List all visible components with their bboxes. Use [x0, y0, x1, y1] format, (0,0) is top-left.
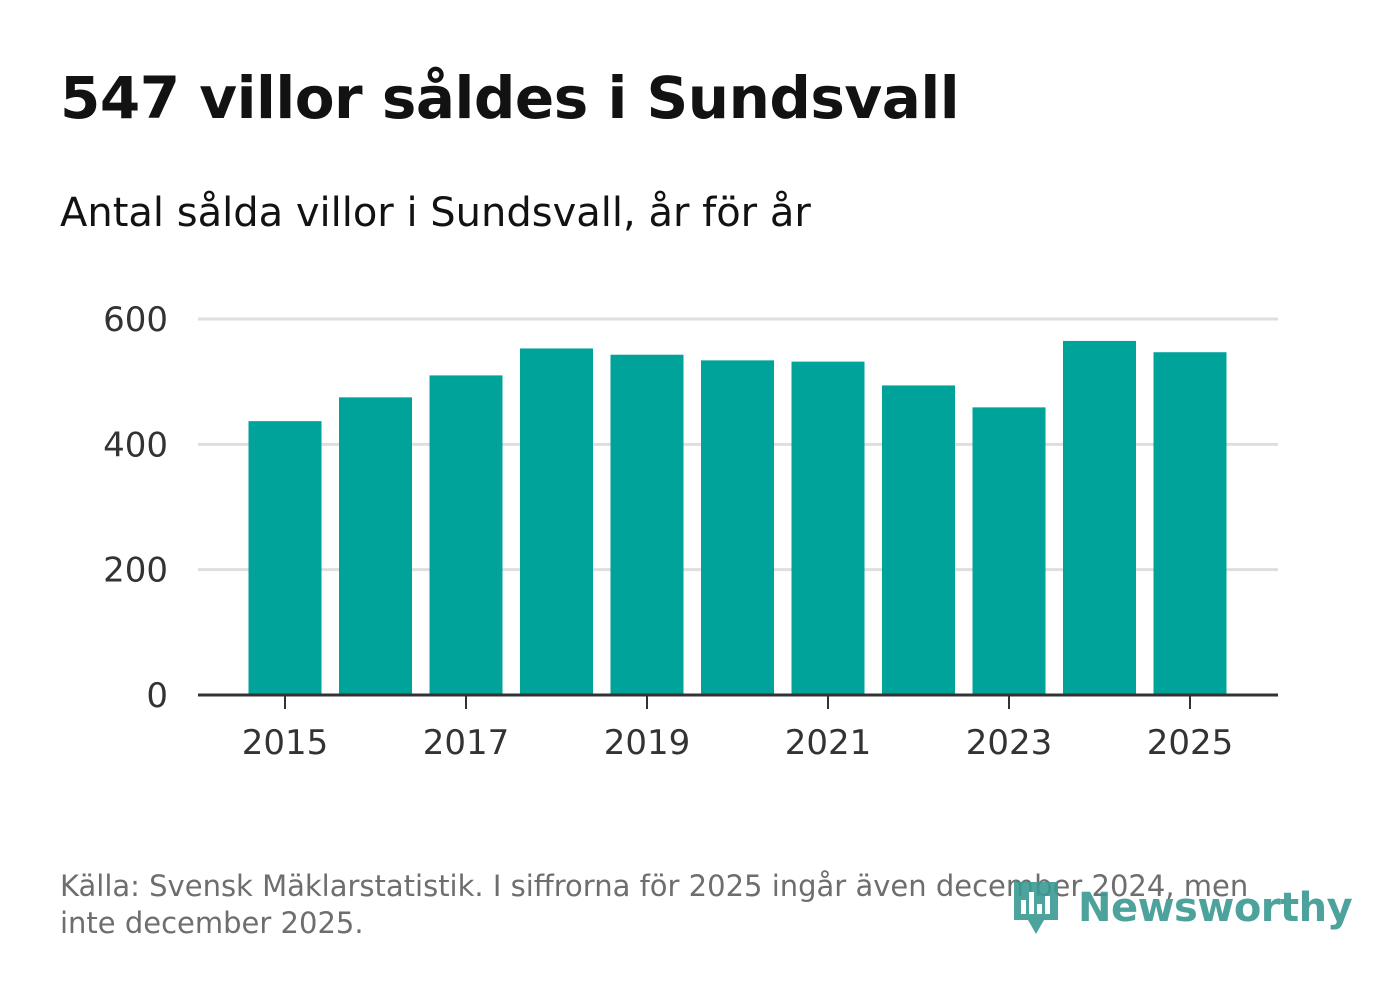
x-tick-label-2019: 2019 — [604, 723, 691, 763]
y-tick-label-400: 400 — [103, 425, 168, 465]
bar-2018 — [520, 348, 593, 695]
x-tick-label-2017: 2017 — [423, 723, 510, 763]
chart-title: 547 villor såldes i Sundsvall — [60, 64, 960, 132]
bar-2025 — [1153, 352, 1227, 695]
bar-2015 — [248, 421, 322, 695]
bar-2022 — [882, 385, 955, 695]
y-tick-label-200: 200 — [103, 551, 168, 591]
bars — [248, 340, 1227, 695]
newsworthy-logo: Newsworthy — [1010, 878, 1353, 938]
bar-2016 — [339, 397, 412, 695]
bar-2024 — [1063, 340, 1136, 695]
y-tick-label-0: 0 — [146, 676, 168, 716]
x-tick-label-2023: 2023 — [966, 723, 1053, 763]
bar-chart: 0 200 400 600 2015 2017 2019 2021 2023 2025 — [103, 300, 1278, 763]
axes: 0 200 400 600 2015 2017 2019 2021 2023 2025 — [103, 300, 1278, 763]
bar-2021 — [791, 361, 865, 695]
x-tick-label-2021: 2021 — [785, 723, 872, 763]
newsworthy-logo-text: Newsworthy — [1078, 885, 1353, 931]
bar-2023 — [972, 407, 1046, 695]
x-tick-label-2015: 2015 — [242, 723, 329, 763]
x-tick-label-2025: 2025 — [1147, 723, 1234, 763]
bar-2019 — [610, 354, 684, 695]
chart-subtitle: Antal sålda villor i Sundsvall, år för å… — [60, 190, 811, 236]
y-tick-label-600: 600 — [103, 300, 168, 340]
bar-2017 — [429, 375, 503, 695]
newsworthy-logo-icon — [1014, 882, 1058, 934]
bar-2020 — [701, 360, 774, 695]
